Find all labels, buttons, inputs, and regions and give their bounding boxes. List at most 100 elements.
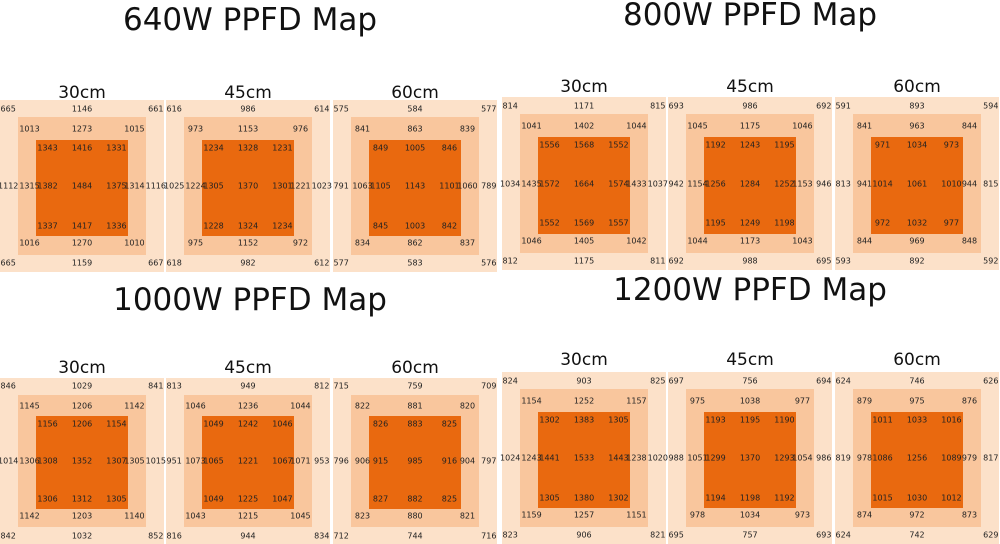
ppfd-map: 693 986 692 942 946 692 988 695 1045 1175 1046 1154… — [668, 97, 832, 270]
ppfd-value: 1370 — [237, 181, 259, 191]
ppfd-value: 1568 — [573, 140, 595, 150]
ppfd-value: 1533 — [573, 453, 595, 463]
ppfd-value: 1484 — [71, 181, 93, 191]
ppfd-value: 667 — [148, 258, 164, 268]
ppfd-value: 1302 — [608, 493, 629, 503]
ppfd-value: 1249 — [739, 218, 761, 228]
ppfd-value: 715 — [333, 381, 349, 391]
ppfd-value: 1049 — [203, 494, 224, 504]
ppfd-value: 1063 — [352, 181, 373, 191]
ppfd-value: 1382 — [37, 181, 58, 191]
ppfd-value: 881 — [407, 401, 423, 411]
ppfd-value: 1143 — [404, 181, 426, 191]
ppfd-value: 575 — [333, 104, 349, 114]
legend — [0, 333, 500, 339]
ppfd-value: 1231 — [272, 143, 293, 153]
ppfd-value: 883 — [407, 419, 423, 429]
ppfd-value: 1552 — [608, 140, 629, 150]
ppfd-value: 594 — [983, 101, 999, 111]
ppfd-value: 1416 — [71, 143, 93, 153]
ppfd-value: 1045 — [290, 511, 311, 521]
ppfd-value: 1156 — [37, 419, 58, 429]
ppfd-value: 876 — [961, 396, 978, 406]
ppfd-value: 796 — [333, 456, 349, 466]
ppfd-value: 1060 — [457, 181, 478, 191]
ppfd-value: 825 — [650, 376, 666, 386]
ppfd-map: 575 584 577 791 789 577 583 576 841 863 839 1063 106… — [333, 100, 497, 272]
ppfd-value: 1221 — [290, 181, 311, 191]
inner-zone — [538, 411, 630, 508]
ppfd-value: 1034 — [500, 179, 521, 188]
ppfd-value: 576 — [481, 258, 497, 268]
ppfd-value: 812 — [502, 256, 518, 266]
ppfd-value: 841 — [354, 124, 371, 134]
ppfd-value: 1034 — [906, 140, 928, 150]
section-title: 1000W PPFD Map — [113, 282, 387, 318]
ppfd-value: 1140 — [124, 511, 145, 521]
ppfd-value: 1305 — [608, 415, 629, 425]
ppfd-value: 975 — [909, 396, 925, 406]
ppfd-value: 1242 — [237, 419, 259, 429]
ppfd-value: 988 — [742, 256, 758, 266]
ppfd-value: 1046 — [185, 401, 206, 411]
ppfd-value: 1337 — [37, 221, 58, 231]
inner-zone — [871, 136, 963, 234]
ppfd-value: 1284 — [739, 179, 761, 188]
ppfd-map: 591 893 594 813 815 593 892 592 841 963 844 941 944 8… — [835, 97, 999, 270]
ppfd-value: 953 — [314, 456, 330, 466]
inner-zone — [871, 411, 963, 508]
ppfd-value: 893 — [909, 101, 925, 111]
ppfd-value: 1032 — [71, 531, 93, 541]
ppfd-value: 1061 — [906, 179, 928, 188]
ppfd-value: 1020 — [647, 453, 668, 463]
ppfd-value: 826 — [372, 419, 389, 429]
ppfd-value: 1014 — [0, 456, 19, 466]
inner-zone — [202, 139, 294, 236]
ppfd-value: 1153 — [792, 179, 813, 188]
ppfd-value: 1314 — [124, 181, 145, 191]
ppfd-value: 1343 — [37, 143, 58, 153]
ppfd-value: 815 — [983, 179, 999, 188]
ppfd-value: 874 — [856, 510, 873, 520]
ppfd-value: 791 — [333, 181, 349, 191]
ppfd-value: 1065 — [203, 456, 224, 466]
ppfd-value: 1195 — [739, 415, 761, 425]
ppfd-value: 813 — [835, 179, 851, 188]
ppfd-value: 1215 — [237, 511, 259, 521]
ppfd-value: 985 — [407, 456, 423, 466]
ppfd-value: 973 — [794, 510, 811, 520]
ppfd-value: 1037 — [647, 179, 668, 188]
ppfd-value: 977 — [794, 396, 811, 406]
section-title: 640W PPFD Map — [122, 2, 378, 38]
ppfd-value: 976 — [292, 124, 309, 134]
ppfd-value: 1175 — [573, 256, 595, 266]
ppfd-value: 863 — [407, 124, 423, 134]
ppfd-map: 715 759 709 796 797 712 744 716 822 881 820 906 904 8… — [333, 378, 497, 544]
ppfd-value: 614 — [314, 104, 330, 114]
ppfd-value: 1042 — [626, 236, 647, 246]
ppfd-value: 1012 — [941, 493, 962, 503]
ppfd-value: 1046 — [792, 121, 813, 131]
ppfd-value: 825 — [441, 494, 458, 504]
ppfd-value: 1375 — [106, 181, 127, 191]
ppfd-value: 697 — [668, 376, 684, 386]
ppfd-value: 1234 — [203, 143, 224, 153]
ppfd-value: 971 — [874, 140, 891, 150]
map-label: 30cm — [58, 83, 106, 103]
ppfd-value: 1315 — [19, 181, 40, 191]
ppfd-value: 973 — [943, 140, 960, 150]
map-label: 60cm — [893, 77, 941, 97]
ppfd-value: 975 — [689, 396, 706, 406]
ppfd-value: 916 — [441, 456, 458, 466]
inner-zone — [369, 139, 461, 236]
ppfd-value: 815 — [650, 101, 666, 111]
ppfd-value: 915 — [372, 456, 389, 466]
ppfd-value: 1003 — [404, 221, 426, 231]
ppfd-value: 1013 — [19, 124, 40, 134]
ppfd-value: 845 — [372, 221, 389, 231]
ppfd-value: 846 — [0, 381, 16, 391]
ppfd-value: 1151 — [626, 510, 647, 520]
ppfd-value: 1192 — [774, 493, 795, 503]
ppfd-value: 862 — [407, 238, 423, 248]
ppfd-value: 1273 — [71, 124, 93, 134]
